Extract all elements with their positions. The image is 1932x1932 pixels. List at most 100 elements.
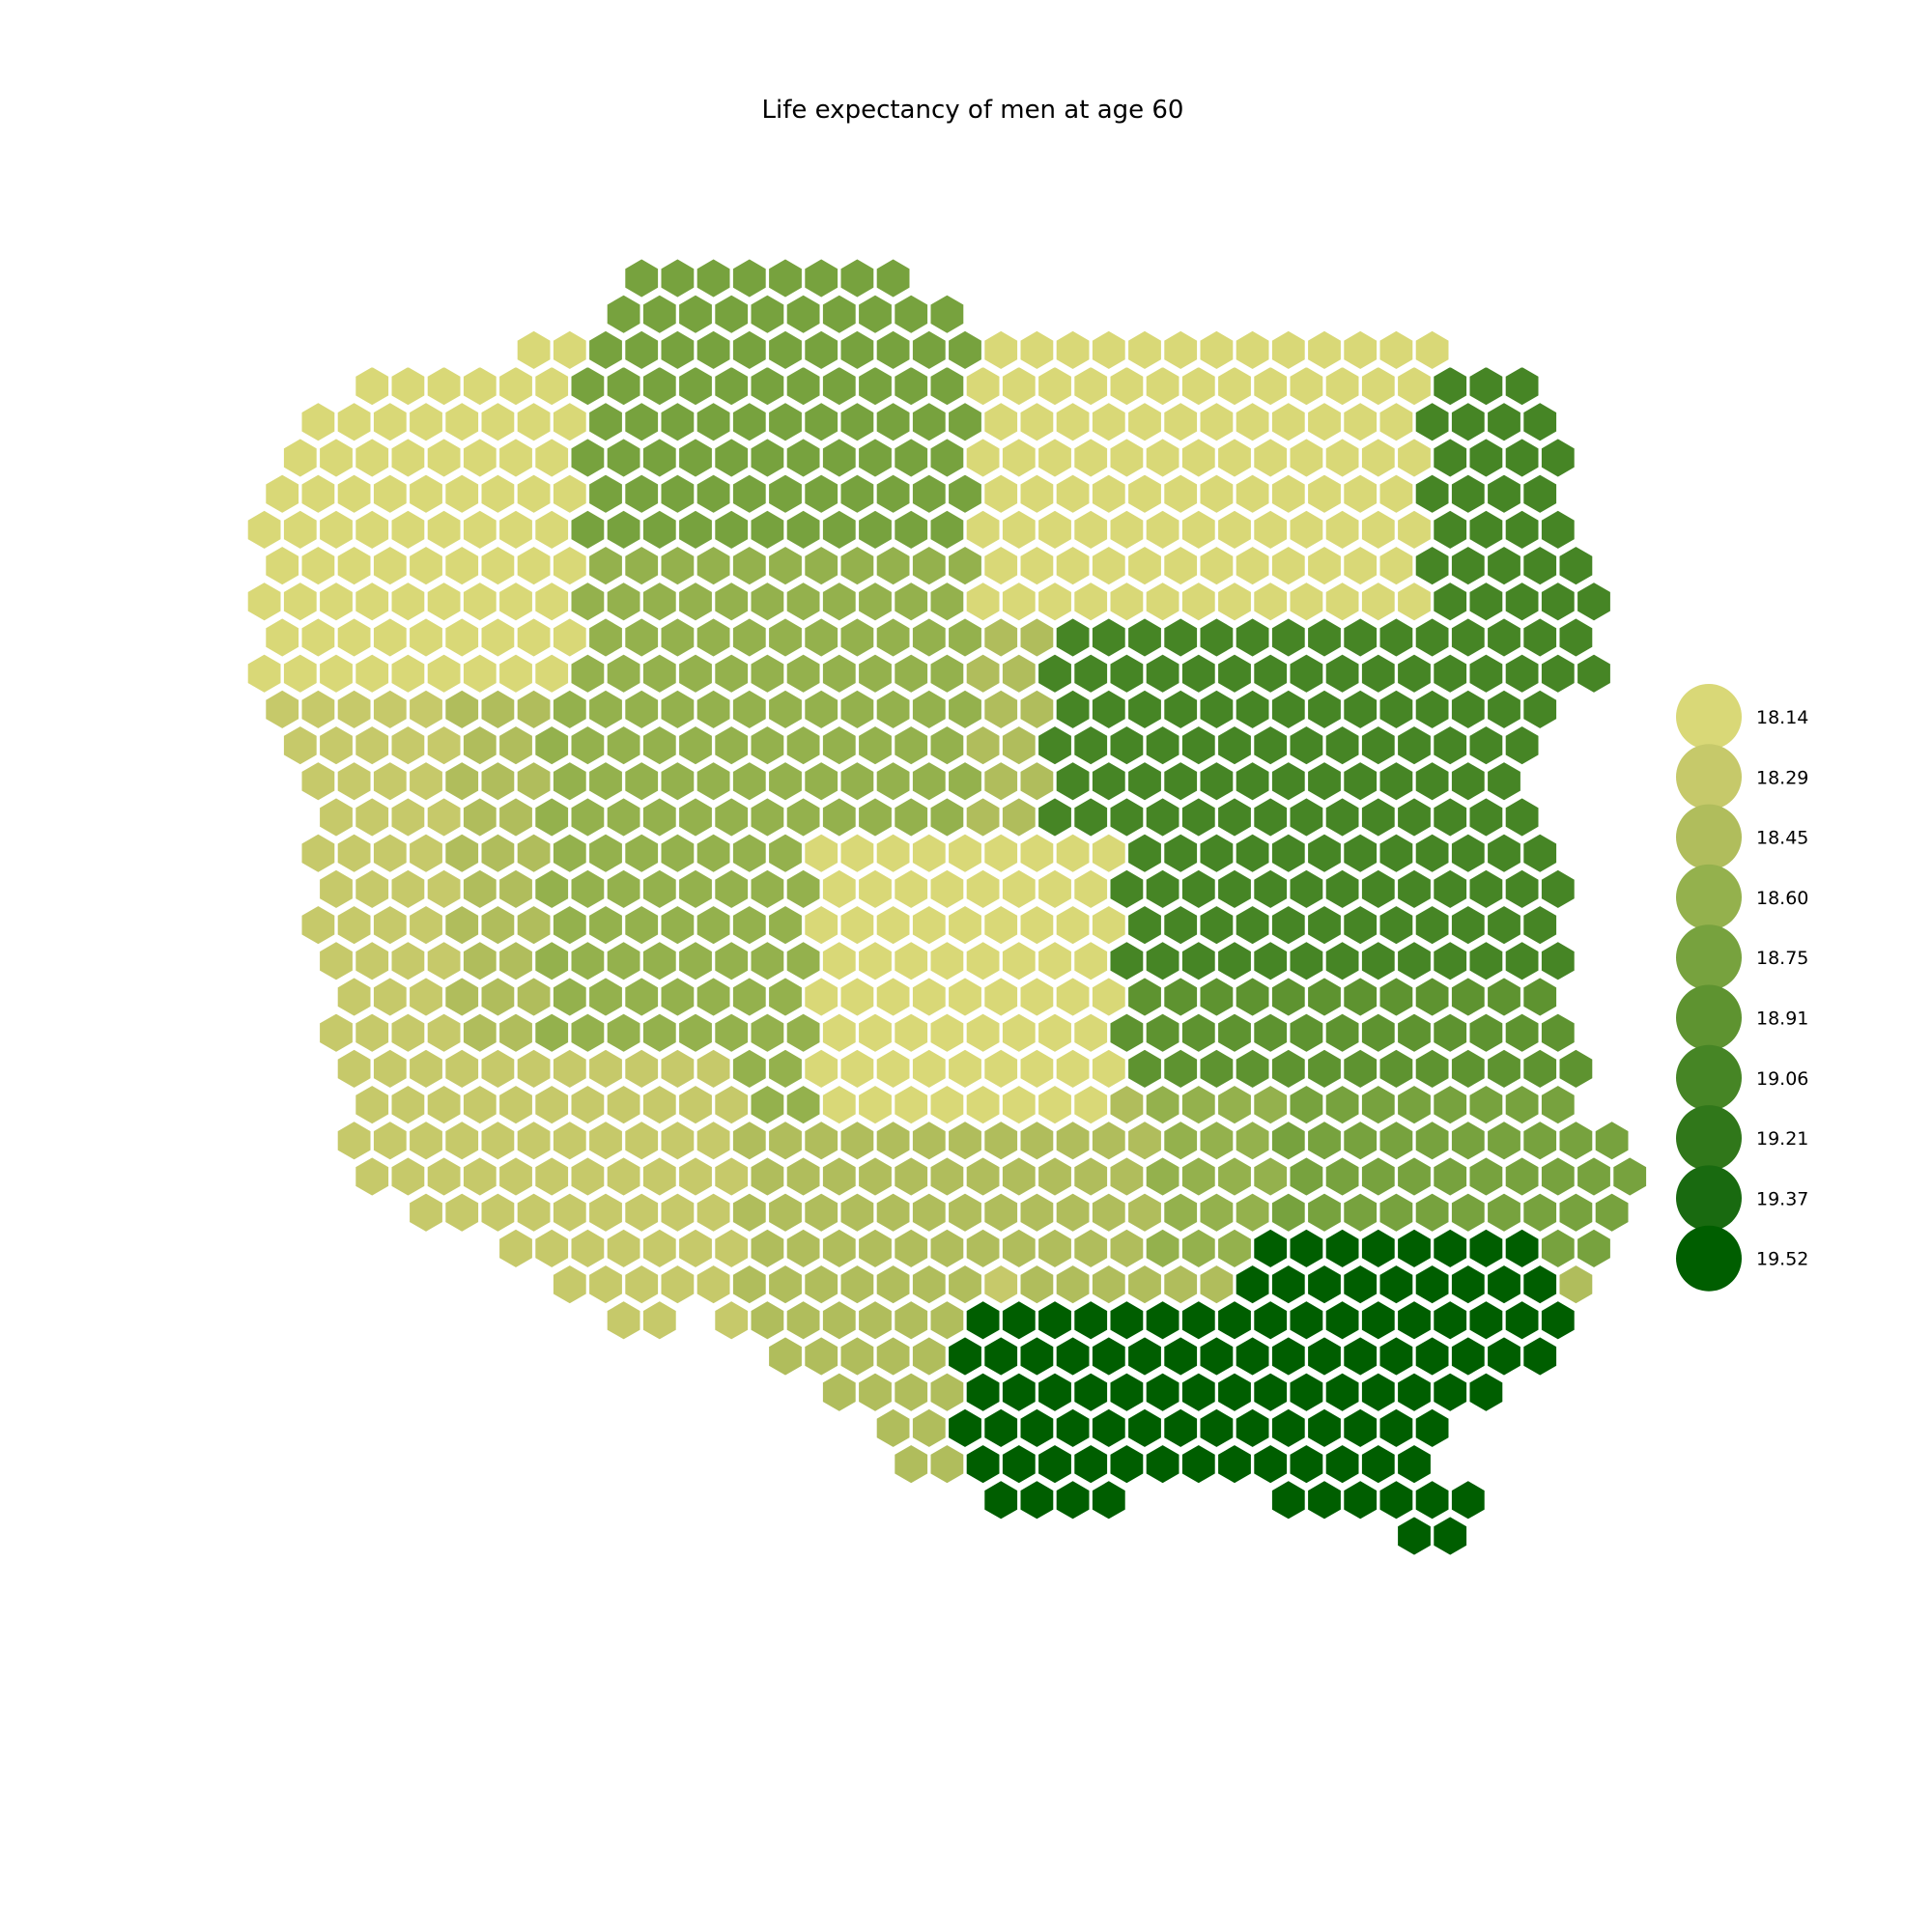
hex-cell	[639, 1153, 679, 1200]
hex-cell	[1412, 1046, 1452, 1092]
hex-cell	[1197, 327, 1236, 373]
hex-cell	[639, 794, 679, 840]
hex-cell	[694, 758, 733, 804]
hex-cell	[1305, 1118, 1344, 1163]
hex-cell	[819, 938, 859, 983]
hex-cell	[1377, 974, 1416, 1020]
hex-cell	[927, 794, 967, 840]
hex-cell	[1305, 687, 1344, 732]
hex-cell	[819, 363, 859, 409]
hex-cell	[1268, 1477, 1308, 1522]
hex-cell	[1287, 1441, 1326, 1487]
hex-cell	[1089, 831, 1128, 876]
hex-cell	[1215, 1082, 1254, 1127]
hex-cell	[586, 1118, 625, 1163]
hex-cell	[442, 974, 482, 1020]
hex-cell	[1036, 363, 1074, 409]
hex-cell	[1377, 1046, 1416, 1092]
hex-cell	[1322, 435, 1362, 481]
hex-cell	[1431, 435, 1470, 481]
hex-cell	[622, 758, 662, 804]
hex-cell	[873, 1406, 913, 1451]
hex-cell	[1107, 1297, 1147, 1343]
hex-cell	[946, 471, 984, 517]
hex-cell	[1215, 507, 1254, 553]
hex-cell	[1322, 1010, 1362, 1056]
hex-cell	[946, 1190, 984, 1236]
hex-cell	[873, 1046, 913, 1092]
hex-cell	[676, 1153, 715, 1200]
hex-cell	[676, 938, 715, 983]
hex-cell	[1125, 471, 1164, 517]
hex-cell	[1395, 1370, 1434, 1415]
legend-swatch	[1676, 864, 1742, 930]
hex-cell	[1215, 363, 1254, 409]
hex-cell	[442, 902, 482, 948]
hex-cell	[783, 1153, 823, 1200]
hex-cell	[909, 1262, 949, 1307]
hex-cell	[1197, 758, 1236, 804]
hex-cell	[604, 1226, 643, 1271]
hex-cell	[639, 292, 679, 337]
hex-cell	[1485, 399, 1523, 444]
hex-cell	[568, 1082, 608, 1127]
hex-cell	[1485, 758, 1523, 804]
hex-cell	[1377, 1190, 1416, 1236]
hex-cell	[873, 974, 913, 1020]
hex-cell	[1395, 1513, 1434, 1559]
hex-cell	[532, 507, 572, 553]
hex-cell	[856, 292, 895, 337]
hex-cell	[999, 579, 1038, 624]
hex-cell	[658, 255, 697, 301]
hex-cell	[1161, 758, 1201, 804]
hex-cell	[1287, 1297, 1326, 1343]
hex-cell	[1412, 543, 1452, 588]
hex-cell	[963, 1153, 1003, 1200]
hex-cell	[1412, 1118, 1452, 1163]
hex-cell	[568, 1153, 608, 1200]
hex-cell	[298, 471, 338, 517]
hex-cell	[1448, 1262, 1488, 1307]
hex-cell	[999, 1226, 1038, 1271]
hex-cell	[1287, 507, 1326, 553]
hex-cell	[1107, 363, 1147, 409]
hex-cell	[1322, 867, 1362, 912]
hex-cell	[532, 867, 572, 912]
hex-cell	[981, 399, 1021, 444]
hex-cell	[946, 399, 984, 444]
hex-cell	[1412, 687, 1452, 732]
hex-cell	[1017, 1406, 1057, 1451]
hex-cell	[353, 435, 392, 481]
hex-cell	[550, 1190, 589, 1236]
hex-cell	[1017, 471, 1057, 517]
hex-cell	[999, 507, 1038, 553]
hex-cell	[1502, 938, 1542, 983]
hex-cell	[1305, 902, 1344, 948]
hex-cell	[873, 758, 913, 804]
hex-cell	[1431, 867, 1470, 912]
hex-cell	[1143, 435, 1182, 481]
hex-cell	[1053, 687, 1093, 732]
hex-cell	[497, 723, 535, 768]
hex-cell	[1305, 1190, 1344, 1236]
hex-cell	[783, 507, 823, 553]
hex-cell	[1251, 1370, 1291, 1415]
hex-cell	[298, 543, 338, 588]
hex-cell	[622, 831, 662, 876]
hex-cell	[1215, 1297, 1254, 1343]
hex-cell	[963, 507, 1003, 553]
hex-cell	[1520, 1190, 1560, 1236]
hex-cell	[819, 723, 859, 768]
hex-cell	[819, 1153, 859, 1200]
hex-cell	[622, 1190, 662, 1236]
hex-cell	[1251, 363, 1291, 409]
hex-cell	[586, 471, 625, 517]
legend-swatch	[1676, 744, 1742, 810]
hex-cell	[568, 794, 608, 840]
hex-cell	[1466, 651, 1506, 696]
hex-cell	[1358, 794, 1398, 840]
hex-cell	[424, 651, 464, 696]
hex-cell	[1358, 507, 1398, 553]
hex-cell	[1520, 1046, 1560, 1092]
hex-cell	[1036, 507, 1074, 553]
